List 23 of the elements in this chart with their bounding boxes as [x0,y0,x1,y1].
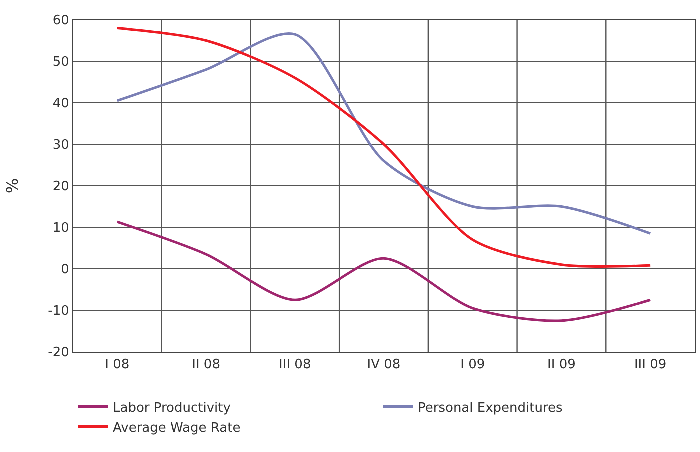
x-tick-label: I 09 [460,358,486,373]
x-tick-label: II 09 [548,358,576,373]
x-tick-label: II 08 [192,358,220,373]
legend-label: Average Wage Rate [113,420,241,436]
y-tick-label: 60 [52,14,70,29]
y-tick-label: 50 [52,55,70,70]
y-tick-label: 40 [52,96,70,112]
y-tick-label: -20 [48,346,70,361]
y-tick-label: 10 [52,221,70,236]
line-series [116,220,652,322]
line-series [116,27,652,268]
y-tick-label: -10 [48,304,70,320]
x-tick-label: IV 08 [367,358,401,373]
line-series [116,32,652,235]
legend-label: Personal Expenditures [418,400,564,416]
y-tick-label: 20 [52,180,70,195]
x-tick-label: I 08 [105,358,130,373]
y-tick-label: 0 [61,262,70,278]
y-axis-title: % [3,178,22,194]
x-tick-label: III 08 [279,358,312,373]
legend-label: Labor Productivity [113,400,232,416]
y-tick-label: 30 [52,138,70,154]
x-tick-label: III 09 [634,358,667,373]
